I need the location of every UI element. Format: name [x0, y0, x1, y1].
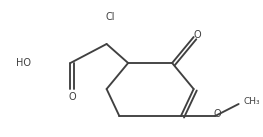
Text: Cl: Cl: [106, 12, 115, 22]
Text: O: O: [69, 92, 76, 102]
Text: CH₃: CH₃: [244, 98, 260, 106]
Text: O: O: [213, 109, 221, 119]
Text: HO: HO: [16, 58, 31, 68]
Text: O: O: [194, 30, 201, 40]
